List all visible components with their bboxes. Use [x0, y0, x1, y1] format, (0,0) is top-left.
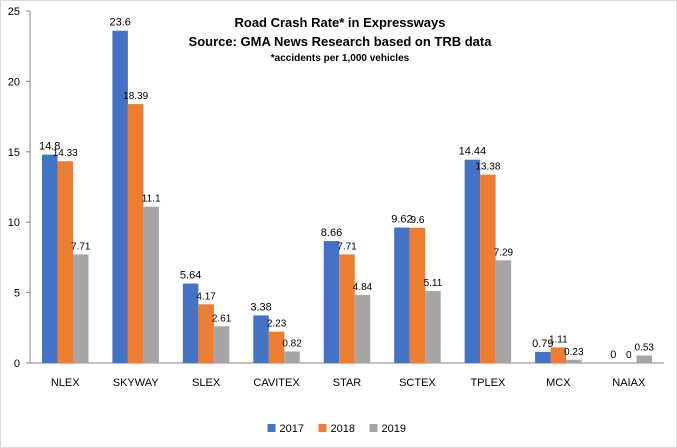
x-tick-label: STAR	[333, 377, 362, 389]
legend-label: 2017	[280, 423, 304, 435]
chart-title-line-2: Source: GMA News Research based on TRB d…	[189, 34, 493, 49]
data-label: 14.44	[459, 146, 487, 158]
x-tick-label: NAIAX	[612, 377, 646, 389]
y-tick-label: 10	[8, 217, 20, 229]
bar	[182, 283, 199, 363]
bar	[112, 30, 128, 363]
data-label: 9.62	[391, 214, 412, 226]
legend-swatch	[267, 424, 276, 432]
bar	[143, 206, 159, 363]
data-label: 4.84	[353, 282, 373, 293]
data-label: 8.66	[321, 227, 342, 239]
x-tick-label: NLEX	[51, 377, 80, 389]
bar	[198, 304, 214, 363]
data-label: 13.38	[475, 162, 500, 173]
bar	[394, 227, 410, 363]
bar	[41, 154, 58, 363]
data-label: 5.64	[180, 270, 201, 282]
bar	[354, 294, 371, 363]
data-label: 2.23	[267, 319, 287, 330]
data-label: 0.82	[282, 338, 302, 349]
data-label: 7.29	[494, 247, 514, 258]
bar	[480, 174, 496, 363]
bar	[566, 359, 582, 363]
bar	[127, 104, 144, 364]
data-label: 0.23	[564, 347, 584, 358]
bar	[535, 351, 551, 363]
legend-label: 2018	[331, 423, 355, 435]
data-label: 7.71	[337, 241, 357, 252]
bar	[409, 227, 426, 363]
data-label: 14.33	[53, 148, 78, 159]
bar	[213, 326, 230, 363]
y-axis: 0 5 10 15 20 25	[8, 6, 31, 370]
legend-swatch	[369, 424, 378, 432]
bar	[57, 161, 73, 363]
x-tick-label: SKYWAY	[113, 377, 160, 389]
y-tick-label: 15	[8, 147, 20, 159]
data-label: 4.17	[196, 291, 216, 302]
bar	[284, 351, 300, 363]
x-tick-label: MCX	[546, 377, 571, 389]
data-label: 14.8	[39, 141, 60, 153]
data-label: 2.61	[212, 313, 232, 324]
x-tick-label: SCTEX	[399, 377, 436, 389]
data-label: 7.71	[71, 241, 91, 252]
y-tick-label: 25	[8, 6, 20, 18]
y-tick-label: 5	[14, 288, 20, 300]
x-tick-label: CAVITEX	[253, 377, 300, 389]
bar	[636, 355, 653, 363]
legend-swatch	[318, 424, 327, 432]
legend-label: 2019	[382, 423, 406, 435]
data-label: 23.6	[109, 17, 130, 29]
bar	[268, 331, 285, 363]
chart-title: Road Crash Rate* in Expressways Source: …	[189, 15, 493, 64]
data-label: 0.53	[635, 343, 655, 354]
bar-series-group	[41, 30, 653, 364]
data-label: 9.6	[410, 215, 424, 226]
data-label: 0.79	[532, 338, 553, 350]
bar	[72, 254, 89, 363]
legend: 2017 2018 2019	[267, 423, 406, 435]
bar	[550, 347, 567, 363]
data-label: 0	[626, 350, 632, 361]
data-label: 5.11	[424, 278, 443, 289]
bar	[323, 241, 340, 363]
x-tick-label: SLEX	[192, 377, 221, 389]
chart-title-line-3: *accidents per 1,000 vehicles	[271, 53, 410, 64]
bar	[253, 315, 269, 363]
x-axis: NLEX SKYWAY SLEX CAVITEX STAR SCTEX TPLEX MCX NA…	[30, 362, 664, 389]
data-label: 3.38	[250, 301, 271, 313]
x-tick-label: TPLEX	[470, 377, 506, 389]
chart-title-line-1: Road Crash Rate* in Expressways	[235, 15, 446, 30]
y-tick-label: 20	[8, 76, 20, 88]
data-label: 11.1	[142, 194, 161, 205]
data-label: 0	[610, 349, 616, 361]
data-labels-group: 14.8 23.6 5.64 3.38 8.66 9.62 14.44 0.79 0 14.33 1…	[39, 17, 654, 361]
y-tick-label: 0	[14, 358, 20, 370]
bar	[464, 159, 481, 363]
data-label: 1.11	[549, 334, 568, 345]
data-label: 18.39	[123, 91, 148, 102]
bar	[495, 260, 512, 363]
bar	[425, 291, 441, 363]
bar	[339, 254, 355, 363]
